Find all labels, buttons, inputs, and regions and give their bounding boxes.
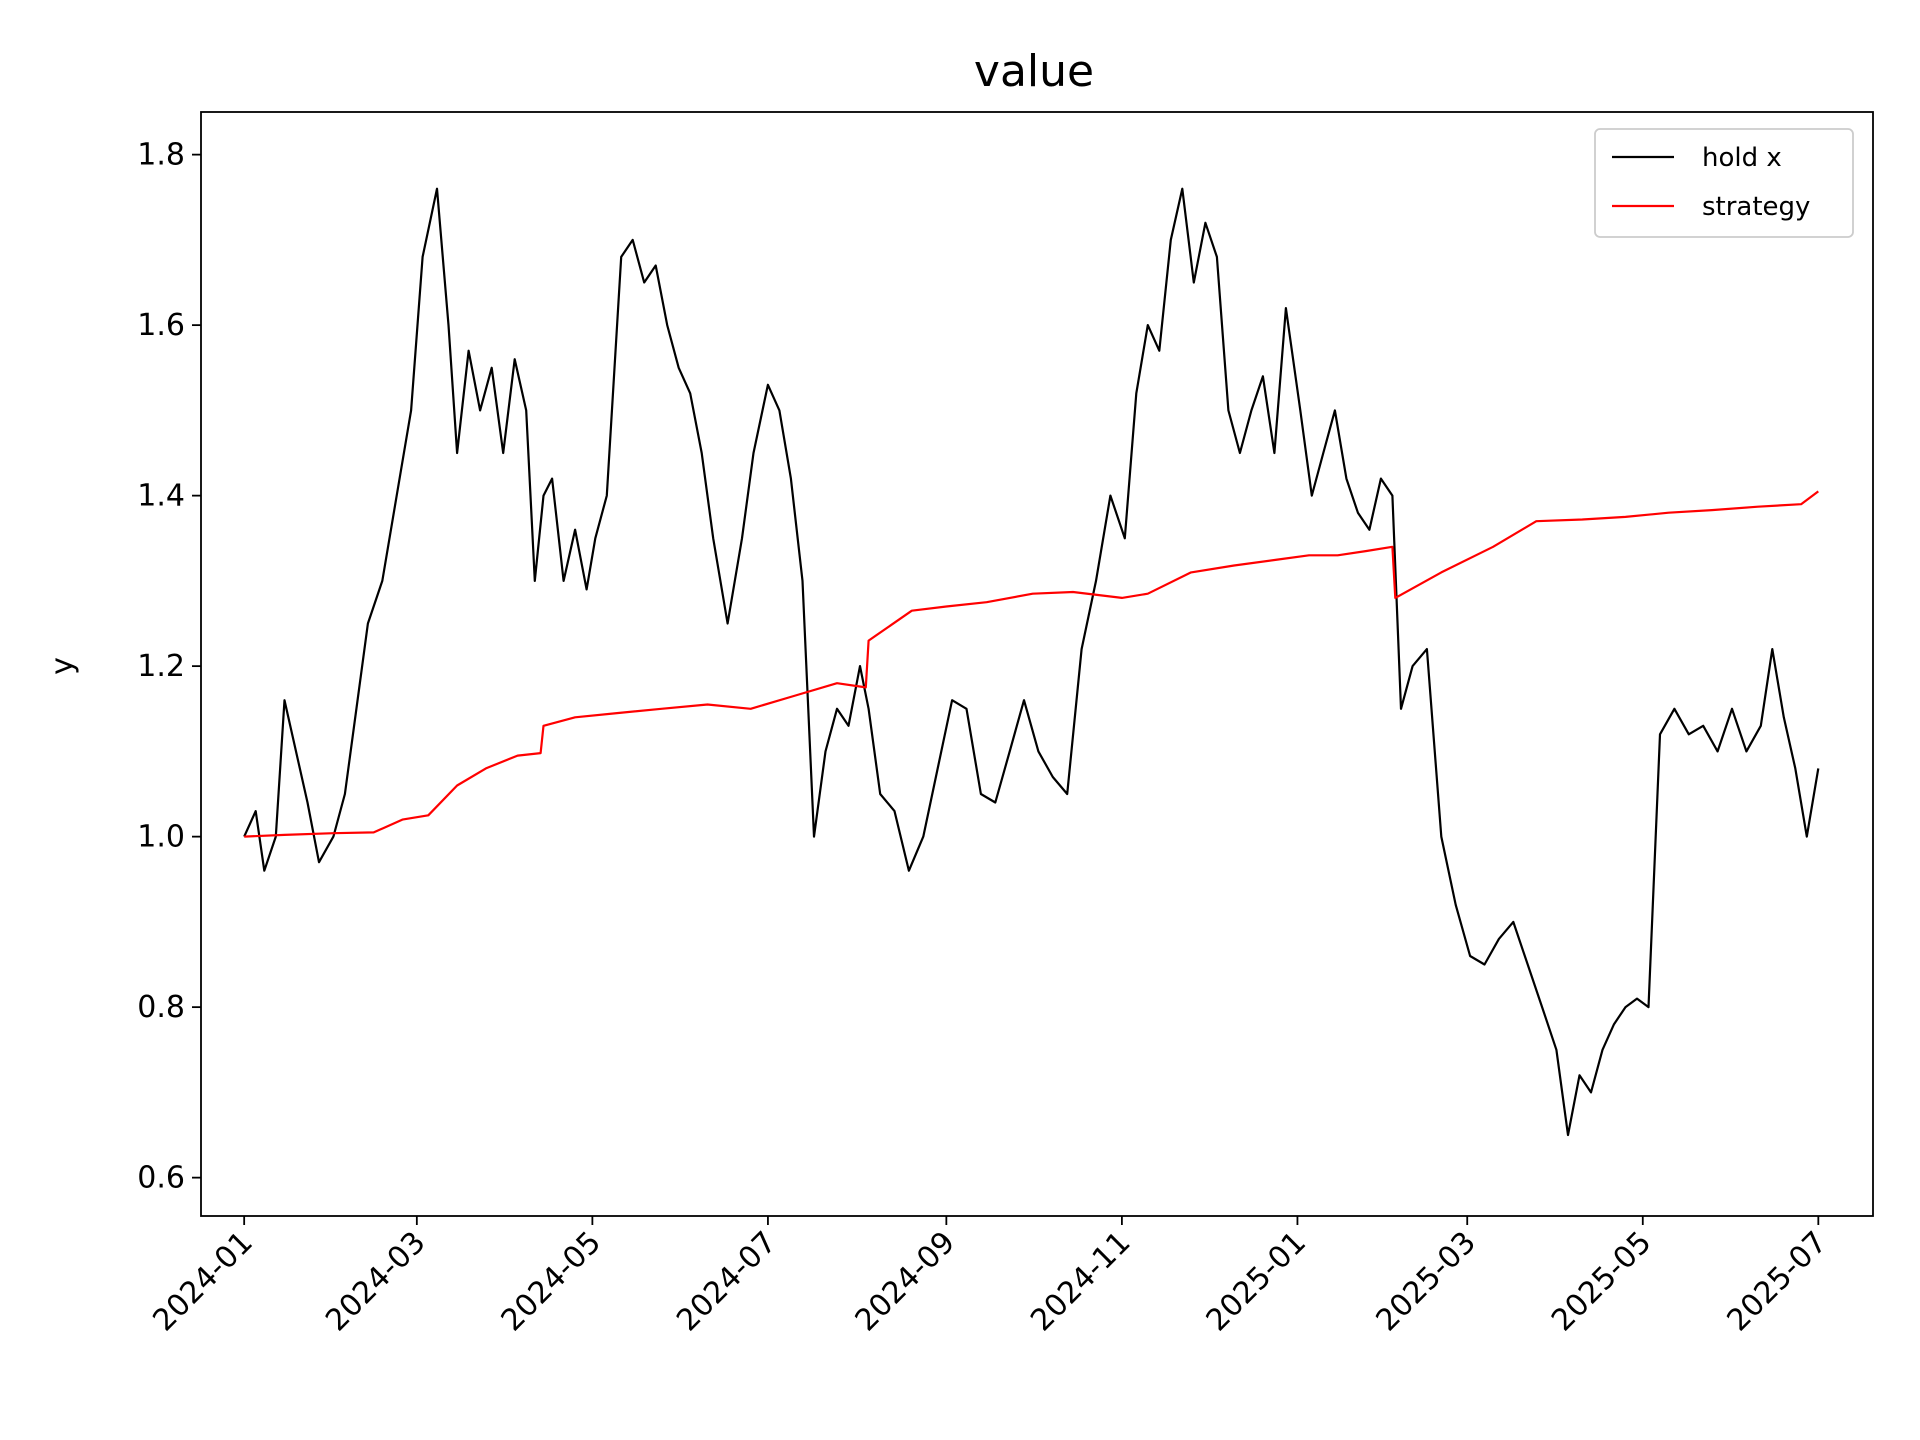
plot-frame [200,111,1874,1217]
legend-label-strategy: strategy [1702,192,1810,222]
y-tick-label: 1.6 [137,308,185,343]
y-tick-label: 1.0 [137,820,185,855]
y-tick-label: 1.2 [137,649,185,684]
legend: hold x strategy [1594,128,1854,238]
y-axis-label: y [45,657,80,675]
y-tick-label: 1.4 [137,479,185,514]
chart-title: value [974,46,1094,97]
legend-label-hold-x: hold x [1702,143,1782,173]
plot-area [243,187,1820,1137]
series-line-hold-x [243,187,1820,1137]
y-tick-label: 1.8 [137,138,185,173]
y-tick-label: 0.6 [137,1161,185,1196]
series-line-strategy [244,490,1819,838]
y-tick-label: 0.8 [137,990,185,1025]
